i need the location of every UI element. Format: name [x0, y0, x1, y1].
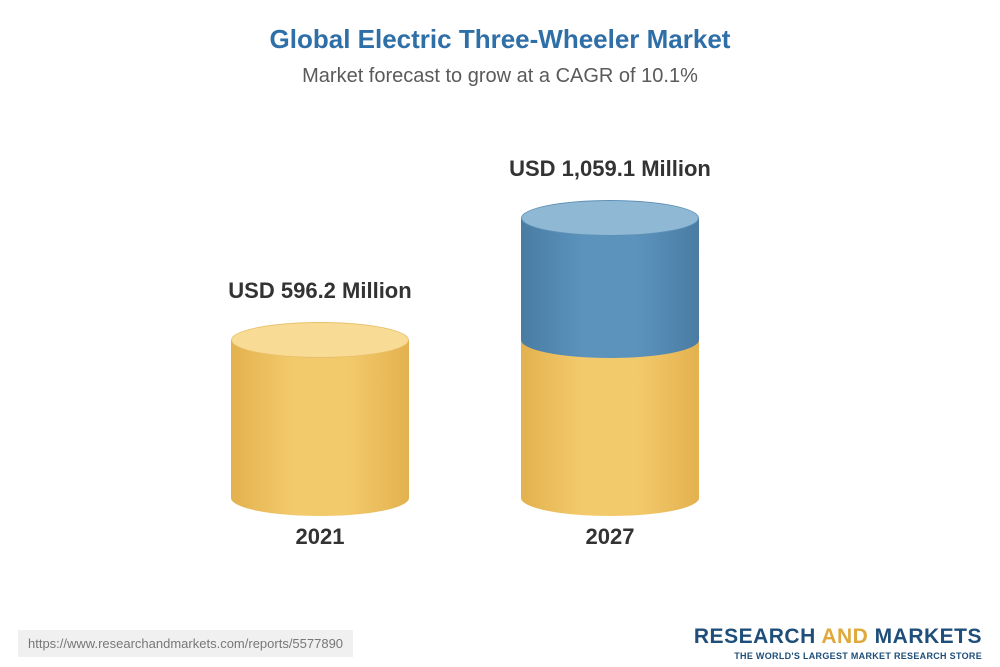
logo-text: RESEARCH AND MARKETS [694, 625, 982, 649]
footer: https://www.researchandmarkets.com/repor… [0, 619, 1000, 667]
brand-logo: RESEARCH AND MARKETS THE WORLD'S LARGEST… [694, 625, 982, 661]
cylinder-top [521, 200, 699, 236]
value-label-2021: USD 596.2 Million [170, 278, 470, 304]
year-label-2027: 2027 [510, 524, 710, 550]
year-label-2021: 2021 [220, 524, 420, 550]
logo-word-3: MARKETS [875, 625, 982, 648]
cylinder-2027 [521, 182, 699, 498]
source-url: https://www.researchandmarkets.com/repor… [18, 630, 353, 657]
logo-tagline: THE WORLD'S LARGEST MARKET RESEARCH STOR… [694, 651, 982, 661]
chart-subtitle: Market forecast to grow at a CAGR of 10.… [0, 65, 1000, 88]
chart-area: USD 596.2 Million 2021 USD 1,059.1 Million… [0, 98, 1000, 558]
logo-word-1: RESEARCH [694, 625, 816, 648]
cylinder-2021 [231, 304, 409, 498]
cylinder-segment [231, 340, 409, 498]
chart-title: Global Electric Three-Wheeler Market [0, 0, 1000, 55]
value-label-2027: USD 1,059.1 Million [460, 156, 760, 182]
logo-word-2: AND [821, 625, 868, 648]
cylinder-segment [521, 340, 699, 498]
